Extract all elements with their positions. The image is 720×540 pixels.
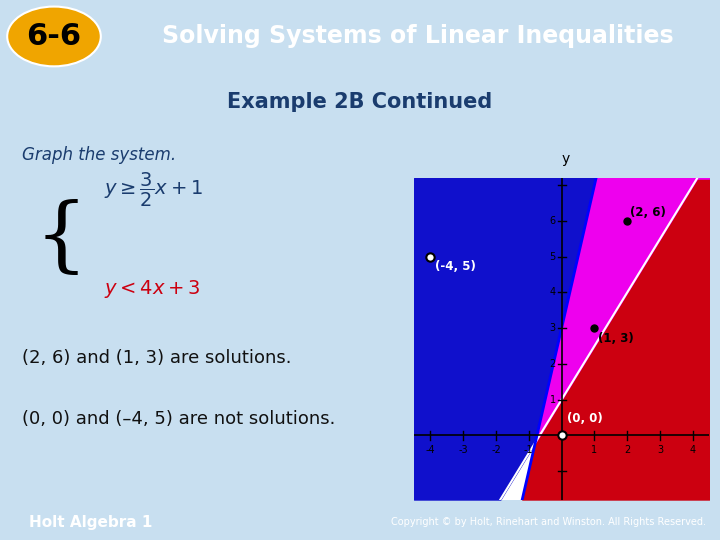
Text: $y \geq \dfrac{3}{2}x+1$: $y \geq \dfrac{3}{2}x+1$ bbox=[104, 171, 203, 208]
Text: -2: -2 bbox=[491, 446, 501, 455]
Text: y: y bbox=[562, 152, 570, 166]
Text: 4: 4 bbox=[690, 446, 696, 455]
Text: 3: 3 bbox=[549, 323, 556, 333]
Text: Example 2B Continued: Example 2B Continued bbox=[228, 92, 492, 112]
Text: Holt Algebra 1: Holt Algebra 1 bbox=[29, 515, 152, 530]
Text: 2: 2 bbox=[624, 446, 630, 455]
Text: -1: -1 bbox=[524, 446, 534, 455]
Text: 5: 5 bbox=[549, 252, 556, 262]
Text: (-4, 5): (-4, 5) bbox=[436, 260, 476, 273]
Text: 4: 4 bbox=[549, 287, 556, 298]
Text: Solving Systems of Linear Inequalities: Solving Systems of Linear Inequalities bbox=[162, 24, 673, 49]
Text: 2: 2 bbox=[549, 359, 556, 369]
Text: 6: 6 bbox=[549, 216, 556, 226]
Text: -3: -3 bbox=[459, 446, 468, 455]
Text: 1: 1 bbox=[591, 446, 598, 455]
Text: (2, 6) and (1, 3) are solutions.: (2, 6) and (1, 3) are solutions. bbox=[22, 349, 291, 367]
Text: (0, 0) and (–4, 5) are not solutions.: (0, 0) and (–4, 5) are not solutions. bbox=[22, 410, 335, 428]
Ellipse shape bbox=[7, 6, 101, 66]
Text: Copyright © by Holt, Rinehart and Winston. All Rights Reserved.: Copyright © by Holt, Rinehart and Winsto… bbox=[391, 517, 706, 528]
Text: (1, 3): (1, 3) bbox=[598, 332, 634, 345]
Text: 6-6: 6-6 bbox=[27, 22, 81, 51]
Text: -4: -4 bbox=[426, 446, 435, 455]
Text: Graph the system.: Graph the system. bbox=[22, 146, 176, 164]
Text: (2, 6): (2, 6) bbox=[631, 206, 666, 219]
Text: 1: 1 bbox=[549, 395, 556, 404]
Text: (0, 0): (0, 0) bbox=[567, 412, 602, 425]
Text: {: { bbox=[35, 199, 88, 279]
Text: 3: 3 bbox=[657, 446, 663, 455]
Text: $y < 4x + 3$: $y < 4x + 3$ bbox=[104, 278, 201, 300]
